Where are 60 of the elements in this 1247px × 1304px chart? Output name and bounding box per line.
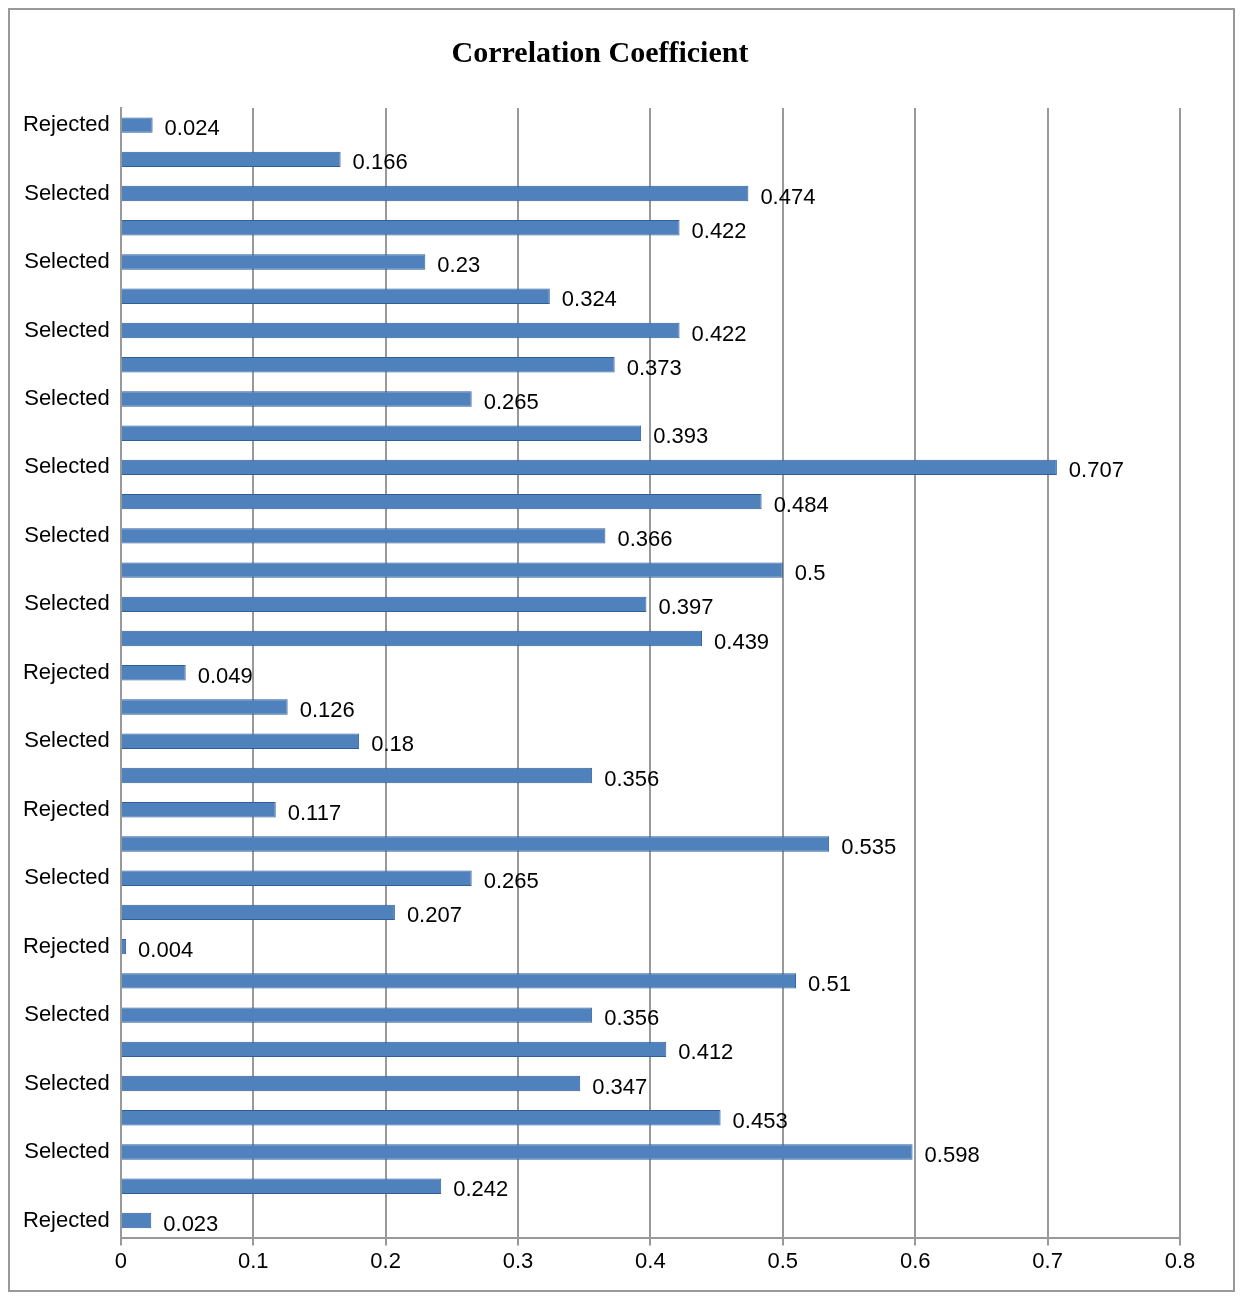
y-tick-label: Selected — [24, 864, 110, 890]
x-tick-label: 0.2 — [370, 1247, 401, 1273]
data-label: 0.207 — [406, 902, 462, 928]
data-label: 0.117 — [287, 799, 342, 825]
data-label: 0.535 — [841, 834, 897, 860]
y-tick-label: Selected — [24, 1069, 110, 1095]
data-label: 0.265 — [483, 868, 539, 894]
data-label: 0.18 — [371, 731, 414, 757]
data-label: 0.5 — [794, 560, 826, 586]
data-label: 0.397 — [658, 594, 714, 620]
data-label: 0.126 — [299, 697, 355, 723]
x-tick-label: 0.4 — [635, 1247, 666, 1273]
data-label: 0.242 — [453, 1176, 509, 1202]
data-label: 0.265 — [483, 389, 539, 415]
y-tick-label: Selected — [24, 179, 110, 205]
data-label: 0.51 — [808, 970, 851, 996]
data-label: 0.024 — [164, 115, 220, 141]
y-tick-label: Selected — [24, 1001, 110, 1027]
data-label: 0.356 — [604, 1005, 660, 1031]
data-label: 0.049 — [197, 662, 253, 688]
y-tick-label: Selected — [24, 248, 110, 274]
y-tick-label: Rejected — [22, 111, 110, 137]
y-tick-label: Rejected — [22, 932, 110, 958]
data-label: 0.484 — [773, 491, 829, 517]
y-tick-label: Selected — [24, 521, 110, 547]
data-label: 0.166 — [352, 149, 408, 175]
data-label: 0.23 — [437, 252, 481, 278]
data-label: 0.453 — [732, 1107, 788, 1133]
data-label: 0.347 — [592, 1073, 648, 1099]
data-label: 0.004 — [138, 936, 194, 962]
data-label: 0.439 — [714, 628, 770, 654]
data-label: 0.373 — [626, 354, 682, 380]
data-label: 0.393 — [653, 423, 709, 449]
y-tick-label: Selected — [24, 1138, 110, 1164]
data-label: 0.023 — [163, 1210, 219, 1236]
y-tick-label: Selected — [24, 316, 110, 342]
data-label: 0.598 — [924, 1142, 980, 1168]
x-tick-label: 0.1 — [237, 1247, 269, 1273]
chart-title: Correlation Coefficient — [451, 34, 749, 68]
y-tick-label: Rejected — [22, 1206, 110, 1232]
x-tick-label: 0.8 — [1164, 1247, 1196, 1273]
y-tick-label: Rejected — [22, 658, 110, 684]
y-tick-label: Selected — [24, 727, 110, 753]
x-tick-label: 0.6 — [899, 1247, 931, 1273]
data-label: 0.474 — [760, 183, 816, 209]
data-label: 0.707 — [1068, 457, 1124, 483]
y-tick-label: Selected — [24, 453, 110, 479]
data-label: 0.356 — [604, 765, 660, 791]
data-label: 0.422 — [691, 217, 747, 243]
y-tick-label: Selected — [24, 590, 110, 616]
data-label: 0.412 — [678, 1039, 734, 1065]
x-tick-label: 0 — [114, 1247, 127, 1273]
x-tick-label: 0.5 — [767, 1247, 799, 1273]
y-tick-label: Selected — [24, 385, 110, 411]
x-tick-label: 0.3 — [502, 1247, 534, 1273]
x-tick-label: 0.7 — [1032, 1247, 1063, 1273]
data-label: 0.422 — [691, 320, 747, 346]
data-label: 0.324 — [561, 286, 617, 312]
data-label: 0.366 — [617, 525, 673, 551]
y-tick-label: Rejected — [22, 795, 110, 821]
